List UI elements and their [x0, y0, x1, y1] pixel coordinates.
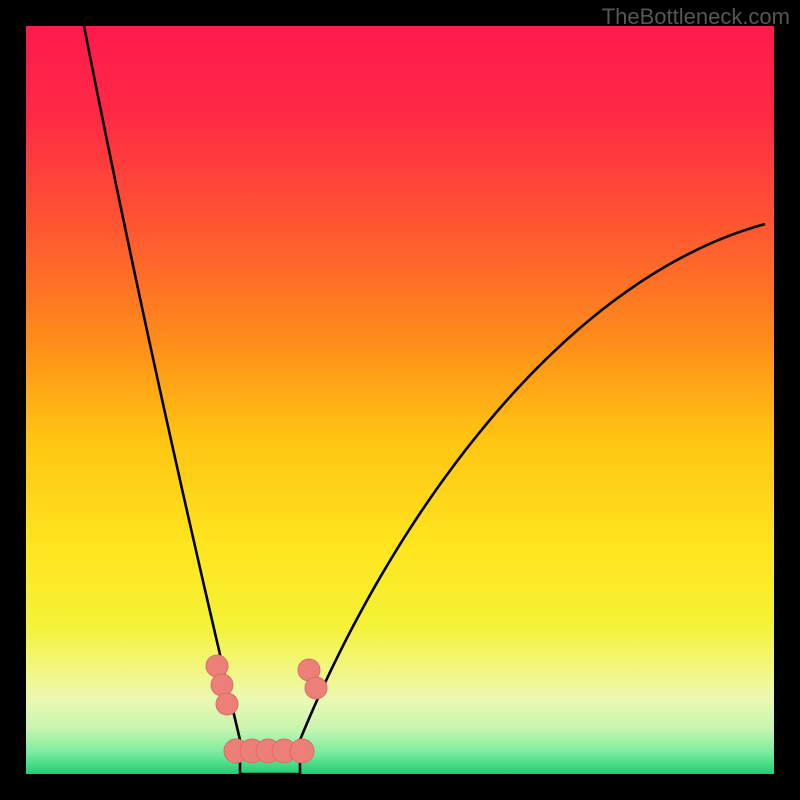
gradient-background: [26, 26, 774, 774]
curve-marker: [290, 739, 314, 763]
bottleneck-chart: [0, 0, 800, 800]
frame-bottom-overlay: [0, 774, 800, 800]
curve-marker: [211, 674, 233, 696]
watermark-text: TheBottleneck.com: [602, 4, 790, 30]
curve-marker: [305, 677, 327, 699]
chart-stage: TheBottleneck.com: [0, 0, 800, 800]
curve-marker: [206, 655, 228, 677]
curve-marker: [216, 693, 238, 715]
